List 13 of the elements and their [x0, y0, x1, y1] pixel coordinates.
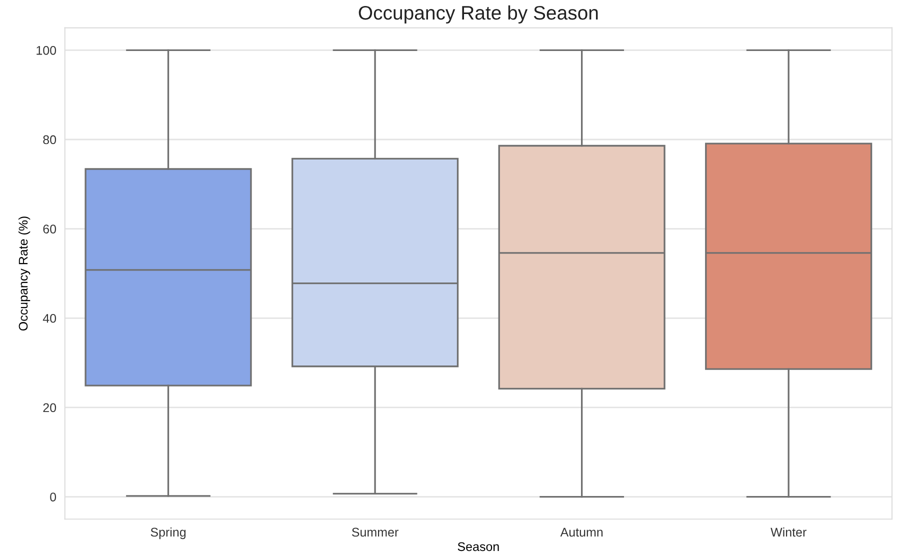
y-tick-label: 80: [43, 135, 56, 144]
y-axis-title: Occupancy Rate (%): [18, 216, 30, 331]
x-tick-label: Winter: [770, 527, 806, 537]
x-tick-label: Spring: [150, 527, 186, 540]
x-tick-label: Autumn: [560, 528, 603, 537]
y-tick-label: 0: [50, 492, 56, 502]
y-tick-label: 40: [42, 314, 56, 323]
y-tick-label: 100: [36, 46, 56, 55]
x-tick-label: Summer: [352, 528, 398, 537]
chart-title: Occupancy Rate by Season: [358, 5, 598, 24]
y-tick-label: 60: [43, 224, 56, 234]
x-axis-title: Season: [458, 542, 499, 552]
y-tick-label: 20: [43, 403, 56, 412]
